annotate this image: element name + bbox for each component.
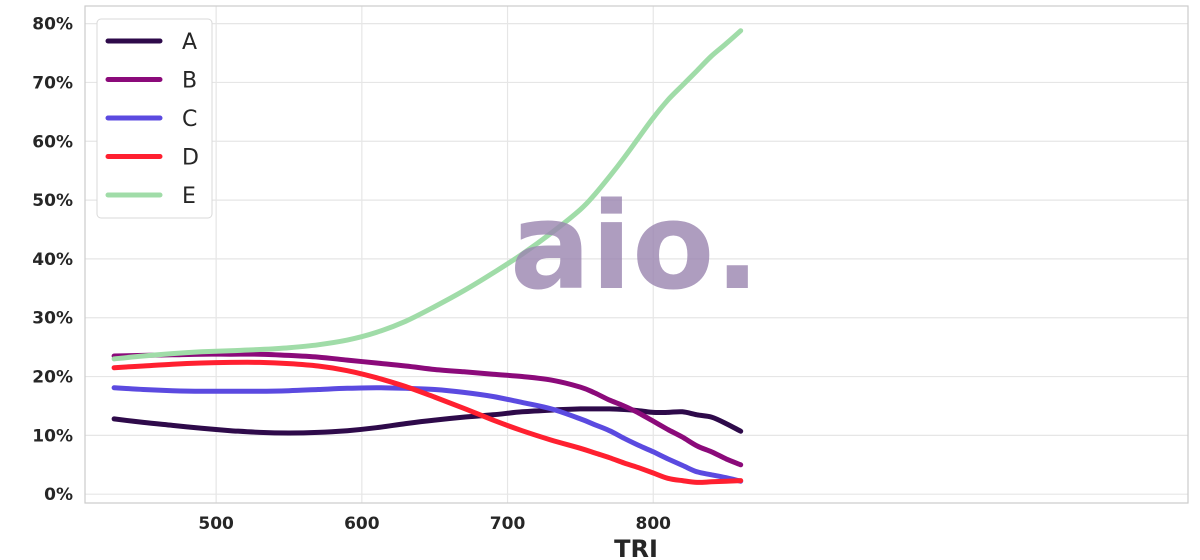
legend-label-a: A [182, 30, 197, 55]
y-tick-label: 50% [32, 191, 73, 211]
x-tick-label: 700 [490, 514, 526, 534]
x-axis-label: TRI [614, 535, 658, 560]
y-tick-label: 60% [32, 132, 73, 152]
x-tick-label: 800 [636, 514, 672, 534]
series-line-c [111, 385, 744, 484]
legend-label-c: C [182, 107, 197, 132]
tick-labels: 500 600 700 800 0% 10% 20% 30% 40% 50% 60% 70% 80% [32, 15, 671, 534]
legend-label-e: E [182, 184, 196, 209]
series-line-d [111, 359, 744, 485]
x-tick-label: 600 [344, 514, 380, 534]
y-tick-label: 0% [44, 485, 73, 505]
y-tick-label: 30% [32, 309, 73, 329]
y-tick-label: 70% [32, 73, 73, 93]
y-tick-label: 20% [32, 368, 73, 388]
y-tick-label: 40% [32, 250, 73, 270]
watermark: aio. [510, 178, 760, 317]
plot-frame [84, 5, 1189, 504]
series-layer [111, 28, 744, 485]
y-tick-label: 10% [32, 426, 73, 446]
legend-label-b: B [182, 69, 197, 94]
series-line-b [111, 351, 744, 468]
series-line-e [111, 28, 744, 362]
legend-label-d: D [182, 146, 199, 171]
series-line-a [111, 406, 744, 436]
y-tick-label: 80% [32, 15, 73, 35]
x-tick-label: 500 [198, 514, 234, 534]
